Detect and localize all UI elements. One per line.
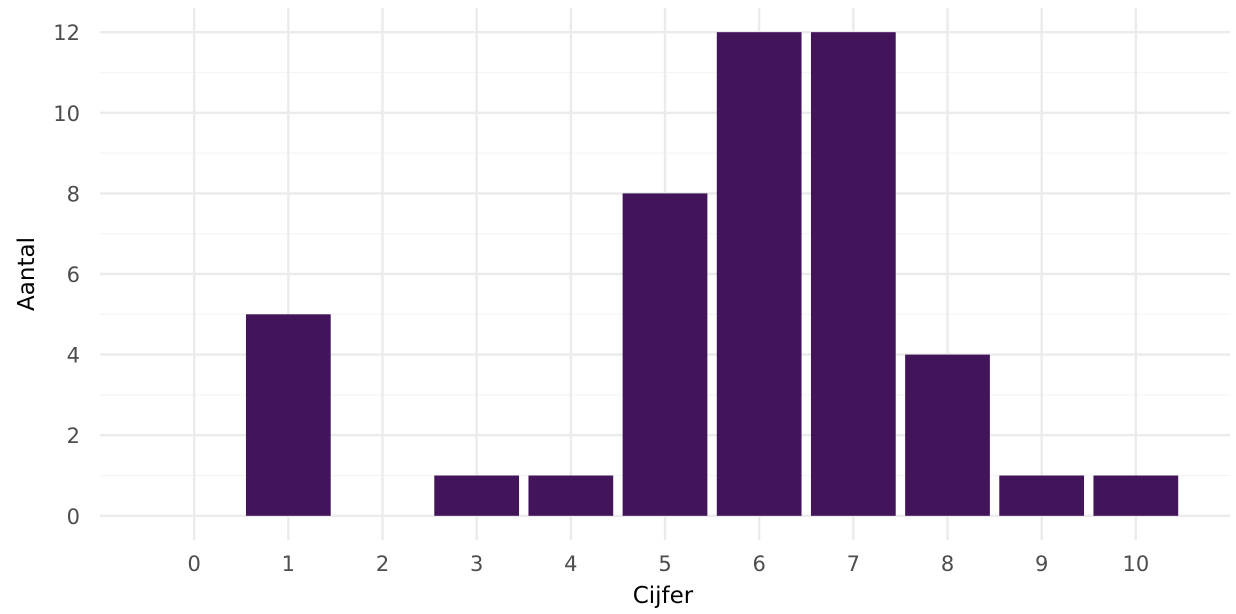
x-tick-label: 9 xyxy=(1035,552,1048,576)
x-tick-label: 7 xyxy=(847,552,860,576)
bars xyxy=(245,32,1179,516)
y-tick-label: 12 xyxy=(53,21,80,45)
bar-3 xyxy=(434,475,520,516)
x-tick-label: 6 xyxy=(752,552,765,576)
x-tick-label: 3 xyxy=(470,552,483,576)
y-tick-label: 10 xyxy=(53,102,80,126)
x-tick-label: 1 xyxy=(282,552,295,576)
y-tick-label: 8 xyxy=(67,182,80,206)
bar-1 xyxy=(245,314,331,516)
x-tick-label: 0 xyxy=(187,552,200,576)
y-axis-tick-labels: 0 2 4 6 8 10 12 xyxy=(53,21,80,529)
bar-5 xyxy=(622,193,708,516)
x-tick-label: 4 xyxy=(564,552,577,576)
x-tick-label: 8 xyxy=(941,552,954,576)
x-tick-label: 5 xyxy=(658,552,671,576)
bar-9 xyxy=(999,475,1085,516)
bar-8 xyxy=(905,354,990,516)
bar-7 xyxy=(810,32,896,516)
bar-4 xyxy=(528,475,614,516)
y-axis-title: Aantal xyxy=(14,237,40,311)
y-tick-label: 4 xyxy=(67,344,80,368)
y-tick-label: 6 xyxy=(67,263,80,287)
grid-lines xyxy=(100,8,1230,540)
bar-6 xyxy=(716,32,802,516)
x-axis-title: Cijfer xyxy=(633,583,694,609)
bar-10 xyxy=(1093,475,1179,516)
x-tick-label: 10 xyxy=(1122,552,1149,576)
y-tick-label: 2 xyxy=(67,424,80,448)
x-tick-label: 2 xyxy=(376,552,389,576)
y-tick-label: 0 xyxy=(67,505,80,529)
x-axis-tick-labels: 0 1 2 3 4 5 6 7 8 9 10 xyxy=(187,552,1149,576)
